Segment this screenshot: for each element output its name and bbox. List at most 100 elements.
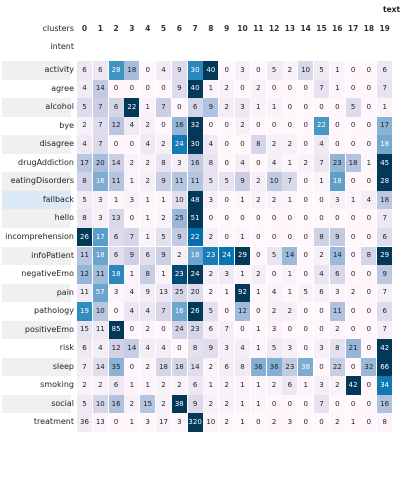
heatmap-cell: 12 [235,302,250,321]
heatmap-cell: 1 [235,376,250,395]
heatmap-cell: 0 [345,394,361,414]
row-label-background [2,209,71,228]
heatmap-cell: 23 [187,320,203,340]
heatmap-cell: 8 [314,227,329,247]
heatmap-cell: 36 [266,357,282,377]
column-header-1: 1 [97,24,103,33]
heatmap-cell: 2 [235,116,250,136]
heatmap-cell: 21 [345,339,361,358]
heatmap-cell: 6 [377,61,393,80]
heatmap-cell: 1 [235,413,250,432]
heatmap-cell: 11 [77,283,92,303]
heatmap-cell: 4 [266,283,282,303]
heatmap-cell: 2 [250,190,266,210]
heatmap-cell: 0 [361,265,377,284]
row-label-background [2,98,71,117]
heatmap-cell: 29 [377,246,393,265]
heatmap-cell: 16 [377,394,393,414]
row-label: activity [44,65,75,74]
heatmap-cell: 6 [377,302,393,321]
heatmap-cell: 9 [156,246,171,265]
row-label-background [2,190,71,210]
heatmap-cell: 0 [314,413,329,432]
row-label: drugAddiction [18,157,74,167]
heatmap-cell: 1 [140,190,156,210]
heatmap-cell: 7 [314,394,329,414]
heatmap-cell: 5 [298,283,314,303]
heatmap-cell: 3 [92,190,108,210]
heatmap-cell: 2 [203,227,219,247]
heatmap-cell: 0 [282,79,298,99]
heatmap-cell: 24 [171,320,187,340]
heatmap-cell: 0 [235,320,250,340]
heatmap-cell: 38 [171,394,187,414]
heatmap-cell: 4 [124,116,140,136]
heatmap-cell: 14 [282,246,298,265]
heatmap-cell: 2 [282,61,298,80]
column-header-17: 17 [347,24,359,33]
heatmap-cell: 4 [156,339,171,358]
row-label-background [2,116,71,136]
heatmap-cell: 11 [92,320,108,340]
column-header-10: 10 [237,24,248,33]
column-header-18: 18 [363,24,375,33]
heatmap-cell: 0 [298,265,314,284]
heatmap-cell: 4 [92,339,108,358]
heatmap-cell: 0 [250,153,266,173]
column-group-label: text [383,5,401,14]
heatmap-cell: 4 [314,265,329,284]
heatmap-cell: 9 [377,265,393,284]
heatmap-cell: 2 [266,302,282,321]
heatmap-cell: 34 [377,376,393,395]
heatmap-cell: 0 [266,227,282,247]
heatmap-cell: 8 [250,135,266,154]
heatmap-cell: 2 [250,79,266,99]
heatmap-cell: 9 [171,79,187,99]
heatmap-cell: 12 [108,339,124,358]
heatmap-cell: 0 [314,302,329,321]
heatmap-cell: 2 [219,79,235,99]
heatmap-cell: 7 [377,320,393,340]
heatmap-cell: 3 [314,339,329,358]
heatmap-cell: 6 [219,357,235,377]
row-label-background [2,135,71,154]
heatmap-cell: 1 [250,320,266,340]
row-label: treatment [33,417,74,427]
heatmap-cell: 5 [314,61,329,80]
heatmap-cell: 9 [140,283,156,303]
heatmap-cell: 0 [235,209,250,228]
heatmap-cell: 8 [329,339,345,358]
heatmap-cell: 13 [92,413,108,432]
heatmap-cell: 48 [187,190,203,210]
row-label: incomprehension [5,231,74,241]
heatmap-cell: 0 [345,209,361,228]
column-header-15: 15 [316,24,327,33]
heatmap-cell: 11 [108,172,124,191]
heatmap-cell: 1 [361,153,377,173]
heatmap-cell: 2 [124,394,140,414]
heatmap-cell: 3 [219,265,235,284]
heatmap-cell: 3 [171,413,187,432]
heatmap-cell: 32 [361,357,377,377]
heatmap-cell: 16 [171,116,187,136]
heatmap-cell: 4 [140,302,156,321]
row-label-background [2,61,71,80]
heatmap-cell: 18 [156,357,171,377]
heatmap-cell: 0 [361,283,377,303]
heatmap-cell: 3 [124,190,140,210]
heatmap-cell: 2 [77,116,92,136]
heatmap-cell: 0 [298,339,314,358]
heatmap-cell: 2 [266,135,282,154]
heatmap-cell: 0 [361,394,377,414]
heatmap-cell: 7 [92,135,108,154]
heatmap-cell: 5 [266,339,282,358]
heatmap-cell: 2 [203,394,219,414]
heatmap-cell: 11 [187,172,203,191]
heatmap-cell: 4 [140,339,156,358]
heatmap-cell: 2 [298,153,314,173]
heatmap-cell: 2 [77,376,92,395]
heatmap-cell: 0 [298,98,314,117]
column-header-6: 6 [176,24,182,33]
heatmap-cell: 22 [314,116,329,136]
